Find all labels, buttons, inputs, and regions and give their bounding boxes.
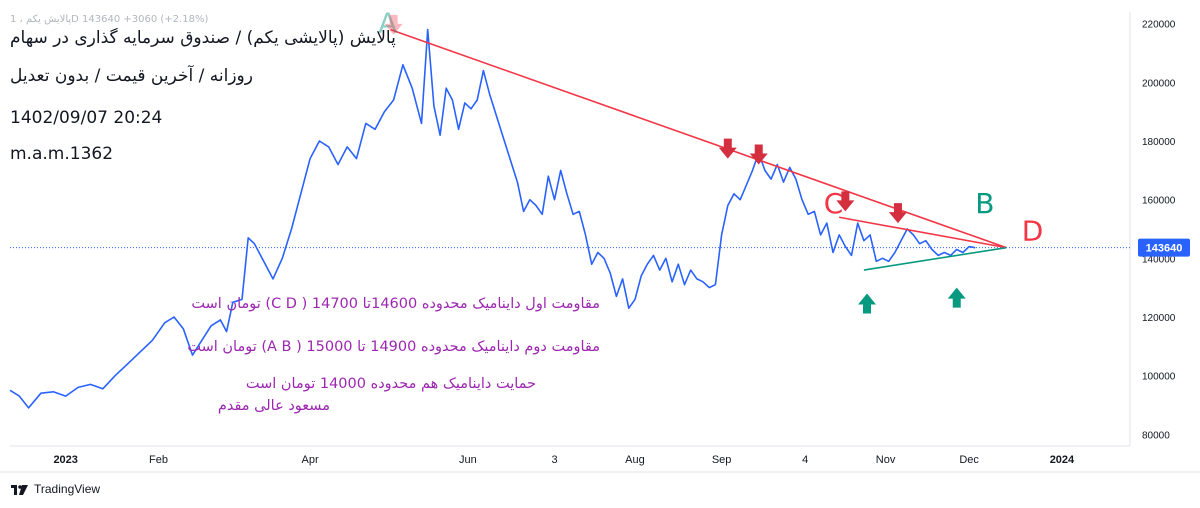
y-tick-label: 140000	[1142, 254, 1176, 265]
last-price-label: 143640	[1146, 243, 1183, 255]
up-arrow-icon	[858, 293, 877, 314]
y-tick-label: 100000	[1142, 372, 1176, 383]
point-label-c: C	[824, 187, 844, 220]
x-tick-label: 4	[802, 454, 808, 466]
x-tick-label: Sep	[712, 454, 732, 466]
point-label-b: B	[975, 187, 994, 220]
tradingview-brand[interactable]: TradingView	[34, 482, 101, 496]
down-arrow-icon	[888, 203, 907, 224]
x-tick-label: 2023	[53, 454, 77, 466]
down-arrow-icon	[718, 138, 737, 159]
point-label-a: A	[378, 7, 397, 40]
chart-author: m.a.m.1362	[10, 144, 114, 164]
down-arrow-icon	[749, 144, 768, 165]
y-tick-label: 220000	[1142, 20, 1176, 31]
x-tick-label: 2024	[1050, 454, 1075, 466]
chart-title: پالایش (پالایشی یکم) / صندوق سرمایه گذار…	[10, 28, 396, 48]
trendline-C-D	[839, 216, 1007, 249]
y-tick-label: 200000	[1142, 78, 1176, 89]
last-price-badge-bg	[1138, 238, 1190, 257]
x-tick-label: Feb	[149, 454, 168, 466]
x-tick-label: 3	[551, 454, 557, 466]
tradingview-logo-icon	[11, 485, 28, 495]
y-tick-label: 180000	[1142, 137, 1176, 148]
chart-datetime: 1402/09/07 20:24	[10, 108, 163, 128]
annotation-support: حمایت داینامیک هم محدوده 14000 تومان است	[245, 376, 536, 392]
x-tick-label: Nov	[876, 454, 896, 466]
last-price-badge: 143640	[1138, 238, 1190, 257]
y-tick-label: 120000	[1142, 313, 1176, 324]
price-series-line	[9, 28, 976, 409]
annotation-resistance-1: مقاومت اول داینامیک محدوده 14600تا 14700…	[191, 296, 600, 312]
down-arrow-icon	[836, 191, 855, 212]
annotation-resistance-2: مقاومت دوم داینامیک محدوده 14900 تا 1500…	[187, 339, 600, 355]
x-tick-label: Aug	[625, 454, 645, 466]
y-tick-label: 80000	[1142, 430, 1170, 441]
annotation-author: مسعود عالی مقدم	[217, 398, 330, 414]
x-tick-label: Dec	[959, 454, 979, 466]
ticker-line: پالایش یکم ، 1D 143640 +3060 (+2.18%)	[10, 14, 209, 25]
chart-subtitle: روزانه / آخرین قیمت / بدون تعدیل	[10, 66, 253, 86]
trendline-A-D	[390, 28, 1007, 249]
x-tick-label: Apr	[302, 454, 319, 466]
x-tick-label: Jun	[459, 454, 477, 466]
y-tick-label: 160000	[1142, 196, 1176, 207]
trendline-support	[863, 246, 1007, 271]
up-arrow-icon	[947, 287, 966, 308]
point-label-d: D	[1022, 215, 1044, 248]
point-a-arrow-icon	[384, 14, 403, 35]
